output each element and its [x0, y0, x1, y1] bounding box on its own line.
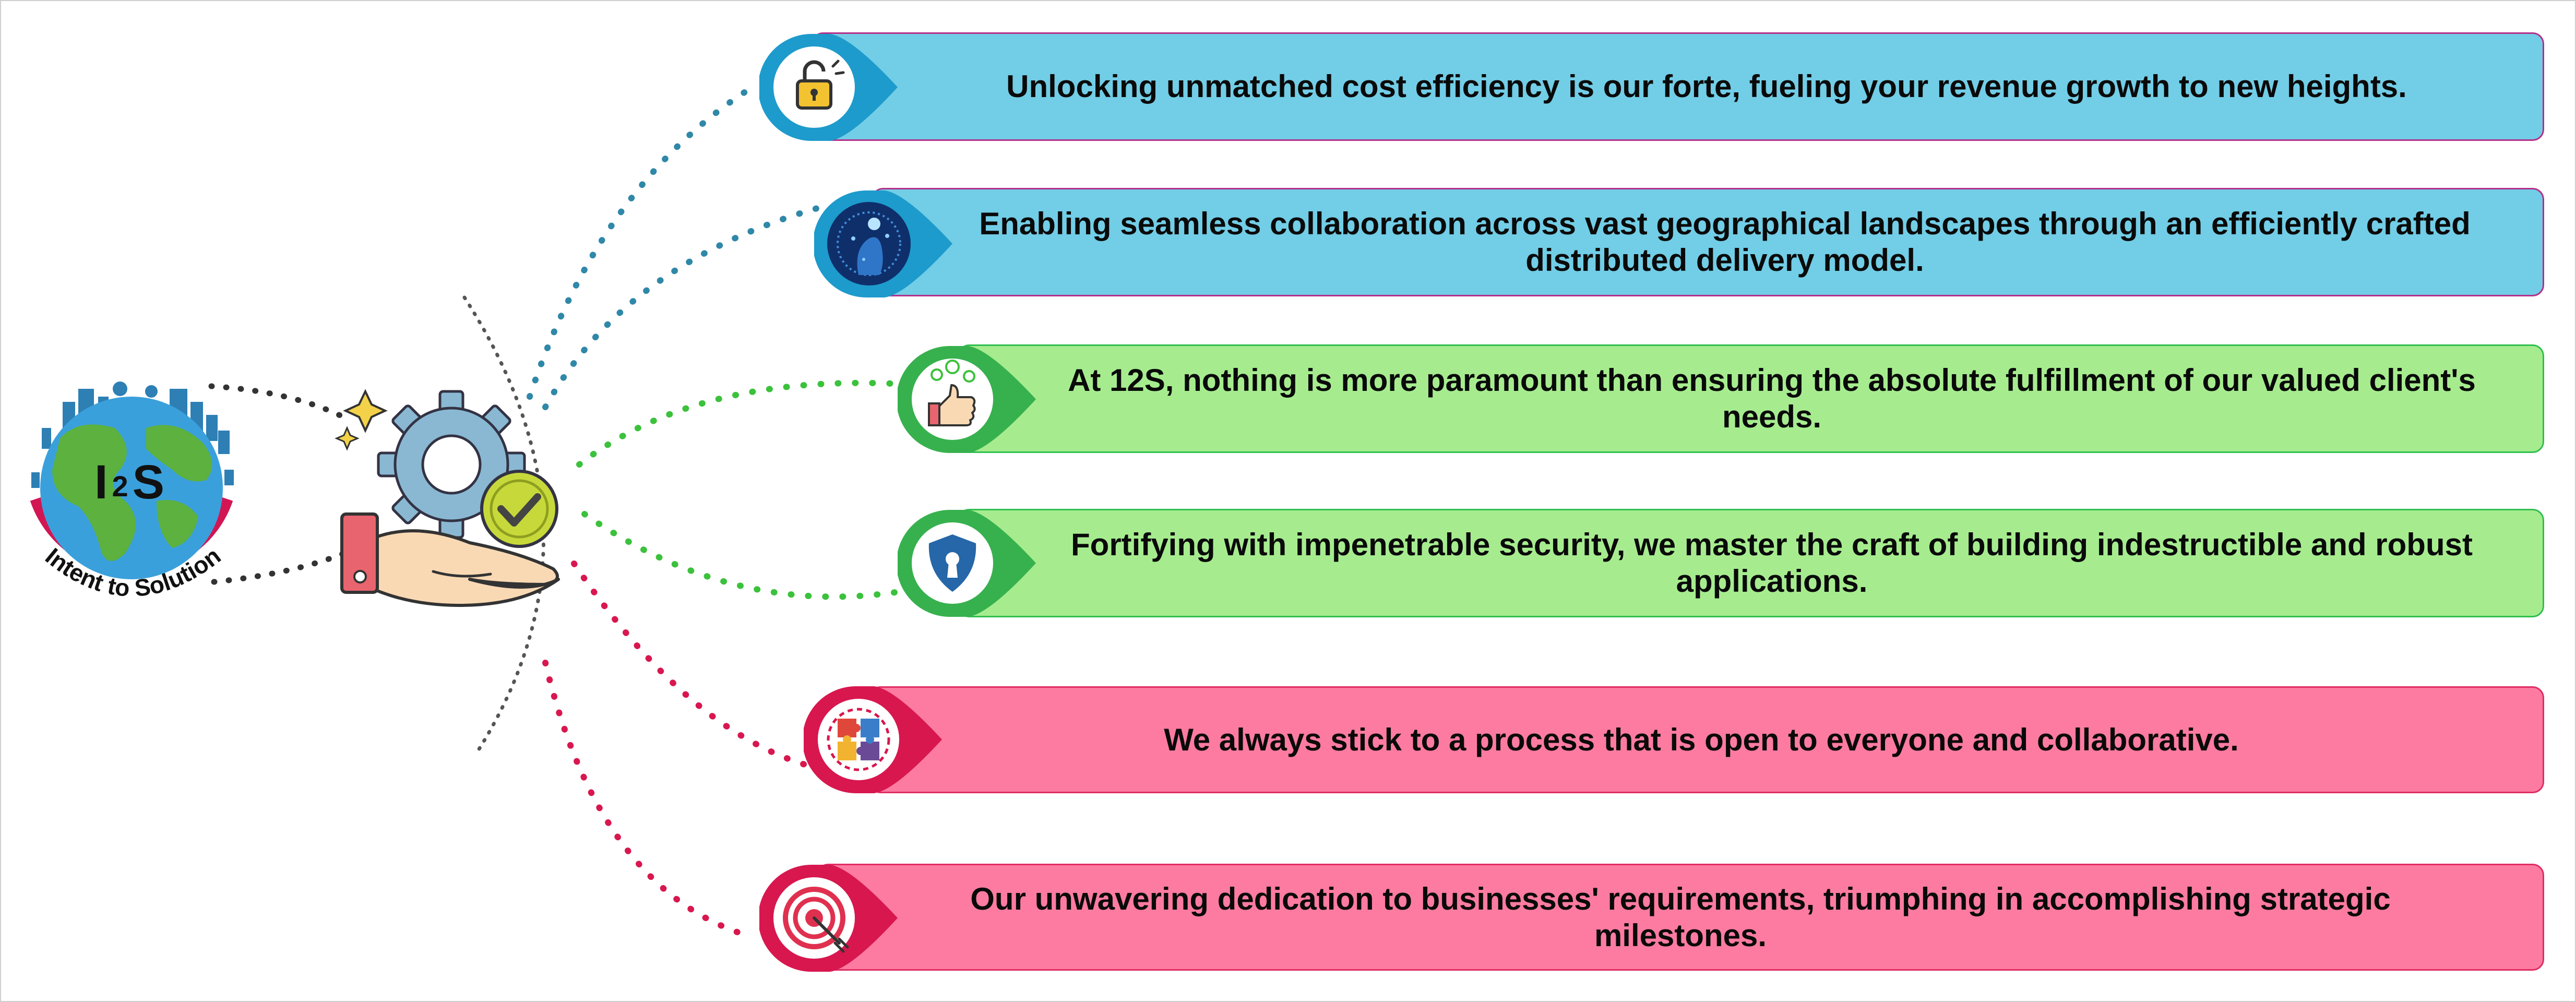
banner-security	[958, 509, 2544, 617]
hand-icon	[340, 512, 560, 607]
banner-cost-efficiency	[812, 32, 2544, 141]
banner-icon-badge-6	[759, 865, 898, 972]
connector-4	[581, 511, 898, 600]
banner-text-6: Our unwavering dedication to businesses'…	[970, 881, 2391, 953]
banner-client-needs	[958, 344, 2544, 453]
i2s-globe-logo: I2S Intent to Solution	[30, 381, 234, 602]
connector-logo-top	[208, 383, 348, 421]
banner-icon-badge-2	[814, 190, 952, 297]
digital-touch-icon	[837, 211, 901, 276]
banner-text-5: We always stick to a process that is ope…	[1164, 722, 2239, 757]
banner-text-1: Unlocking unmatched cost efficiency is o…	[1006, 69, 2407, 104]
connector-5	[571, 560, 828, 773]
thumbs-up-icon	[928, 360, 976, 426]
banner-collaboration	[872, 188, 2544, 296]
banner-text-4: Fortifying with impenetrable security, w…	[1071, 527, 2473, 599]
banner-open-process	[869, 686, 2544, 793]
connector-6	[542, 660, 755, 940]
banner-strategic-milestones	[817, 864, 2544, 971]
banner-text-2: Enabling seamless collaboration across v…	[979, 206, 2471, 278]
banner-icon-badge-5	[804, 686, 942, 793]
padlock-icon	[796, 59, 845, 110]
target-icon	[783, 887, 849, 953]
banner-icon-badge-4	[898, 510, 1036, 617]
gear-icon	[377, 390, 526, 539]
checkmark-badge-icon	[480, 470, 558, 548]
connector-2	[542, 203, 828, 410]
puzzle-team-icon	[827, 708, 890, 771]
connector-3	[576, 379, 896, 468]
banner-icon-badge-1	[759, 34, 898, 141]
sparkle-icon	[335, 389, 388, 451]
banner-icon-badge-3	[898, 346, 1036, 453]
connector-1	[527, 83, 757, 400]
connector-logo-bottom	[211, 550, 348, 585]
security-shield-icon	[928, 534, 976, 592]
banner-text-3: At 12S, nothing is more paramount than e…	[1068, 363, 2476, 434]
